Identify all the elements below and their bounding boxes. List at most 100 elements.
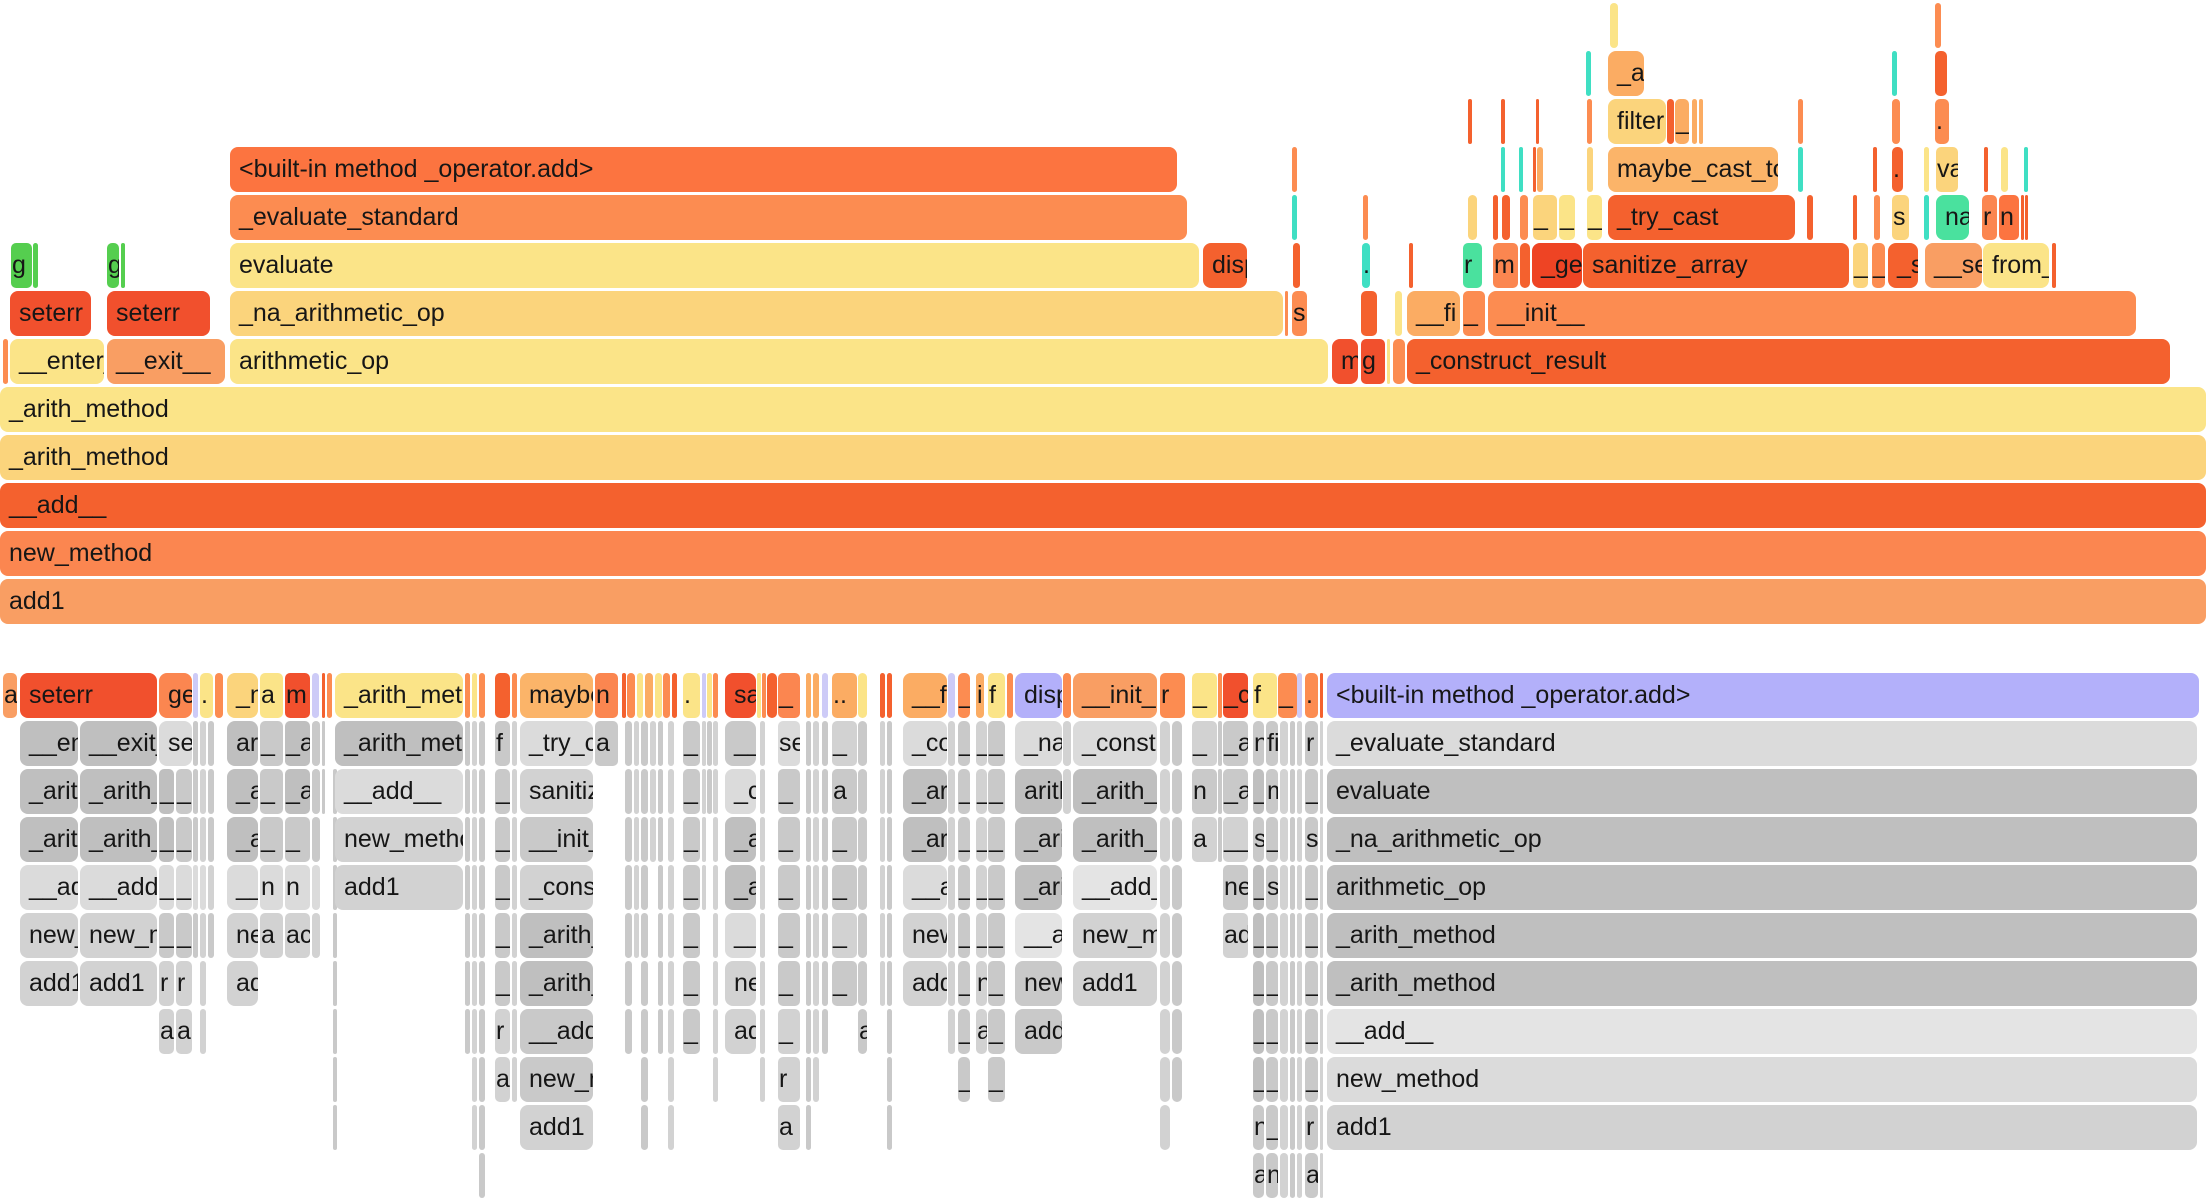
caller-frame-segment[interactable] [312,721,320,766]
frame-segment-_ge[interactable]: _ge [1532,243,1582,288]
caller-frame-segment[interactable] [887,961,892,1006]
caller-frame-segment[interactable] [880,913,885,958]
frame-segment[interactable] [2021,195,2024,240]
caller-frame-segment[interactable] [312,913,320,958]
caller-frame-segment[interactable]: ac [285,913,310,958]
caller-frame-segment[interactable]: add1 [725,1009,756,1054]
caller-frame-segment[interactable] [1172,913,1182,958]
caller-frame-segment[interactable]: _ [976,913,987,958]
caller-frame-segment[interactable] [634,913,639,958]
caller-frame-segment[interactable] [880,721,885,766]
caller-frame-segment[interactable] [707,721,712,766]
caller-frame-segment[interactable] [806,1009,811,1054]
frame-segment[interactable] [3,339,8,384]
frame-segment-evaluate[interactable]: evaluate [230,243,1199,288]
caller-frame-segment[interactable]: new_method [1015,961,1062,1006]
caller-frame-segment[interactable]: _ [495,961,510,1006]
caller-frame-segment[interactable] [465,1009,470,1054]
caller-frame-segment[interactable]: _ [159,865,174,910]
caller-frame-segment[interactable] [813,865,819,910]
caller-frame-segment[interactable] [200,769,206,814]
caller-frame-segment[interactable] [465,721,470,766]
caller-frame-segment[interactable]: add1 [227,961,258,1006]
caller-frame-segment[interactable]: a [976,1009,987,1054]
caller-frame-segment[interactable]: new_method [520,1057,593,1102]
caller-frame-segment[interactable]: _arith_method [335,721,463,766]
caller-frame-segment[interactable] [1172,721,1182,766]
frame-segment-g[interactable]: g [1361,339,1385,384]
frame-segment-filter[interactable]: filter [1608,99,1666,144]
caller-frame-segment[interactable] [707,769,712,814]
frame-segment[interactable] [2001,147,2008,192]
frame-segment[interactable] [1587,99,1592,144]
caller-frame-segment[interactable] [1320,913,1323,958]
caller-frame-segment[interactable]: __exit__ [80,721,157,766]
caller-frame-segment[interactable] [512,961,517,1006]
caller-frame-segment[interactable]: _construct_result [1073,721,1157,766]
caller-frame-segment[interactable]: a [1305,1153,1318,1198]
frame-segment-_[interactable]: _ [1853,243,1868,288]
caller-frame-segment[interactable] [193,865,198,910]
caller-frame-segment[interactable] [880,769,885,814]
caller-frame-segment[interactable]: _ [176,817,192,862]
caller-frame-segment[interactable] [887,817,892,862]
frame-segment-r[interactable]: r [1982,195,1997,240]
caller-frame-segment[interactable]: _arith_method [227,817,258,862]
caller-frame-segment[interactable] [208,721,214,766]
caller-frame-segment[interactable] [858,721,867,766]
frame-segment[interactable] [2025,195,2028,240]
caller-frame-segment[interactable] [1297,721,1302,766]
caller-frame-segment[interactable] [1290,961,1295,1006]
caller-frame-segment[interactable] [1063,721,1071,766]
caller-frame-segment[interactable]: _ [988,769,1005,814]
caller-frame-segment[interactable] [822,913,828,958]
caller-frame-segment[interactable]: _ [1253,961,1264,1006]
caller-frame-segment[interactable]: _ [260,721,283,766]
caller-frame-segment[interactable] [634,865,639,910]
caller-frame-segment[interactable]: _arith_method [1073,769,1157,814]
caller-frame-segment[interactable] [887,1105,892,1150]
frame-segment-from_[interactable]: from_ [1983,243,2049,288]
caller-frame-segment[interactable]: _ [988,1057,1005,1102]
caller-frame-segment[interactable]: _arith_method [20,817,78,862]
caller-frame-segment[interactable]: _ [778,769,800,814]
caller-frame-segment[interactable] [479,1009,485,1054]
caller-frame-segment[interactable]: _arith_method [227,769,258,814]
caller-frame-segment[interactable] [193,913,198,958]
caller-frame-segment[interactable]: _ [778,913,800,958]
leaf-frame-segment[interactable] [702,673,706,718]
caller-frame-segment[interactable] [702,865,706,910]
caller-frame-segment[interactable]: _ [1266,1009,1278,1054]
leaf-frame-segment[interactable] [472,673,477,718]
caller-frame-segment[interactable]: _ [683,817,700,862]
caller-frame-segment[interactable]: seterr [159,721,192,766]
caller-frame-segment[interactable]: seterr [778,721,800,766]
caller-frame-segment[interactable] [625,865,632,910]
caller-frame-segment[interactable]: _evaluate_standard [1327,721,2197,766]
frame-segment[interactable] [1537,147,1543,192]
caller-frame-segment[interactable] [1290,769,1295,814]
frame-segment[interactable] [1984,147,1988,192]
frame-segment-__enter__[interactable]: __enter__ [10,339,104,384]
caller-frame-segment[interactable] [822,865,828,910]
caller-frame-segment[interactable]: r [176,961,192,1006]
caller-frame-segment[interactable] [1172,1057,1182,1102]
caller-frame-segment[interactable] [479,913,485,958]
leaf-frame-segment-m[interactable]: m [285,673,310,718]
leaf-frame-segment[interactable] [627,673,635,718]
caller-frame-segment[interactable] [1320,769,1323,814]
caller-frame-segment[interactable]: a [832,769,857,814]
caller-frame-segment[interactable] [641,769,648,814]
frame-segment[interactable] [1873,147,1877,192]
caller-frame-segment[interactable] [208,865,214,910]
leaf-frame-segment-n[interactable]: n [595,673,618,718]
frame-segment[interactable] [1935,51,1947,96]
frame-segment-va[interactable]: va [1936,147,1958,192]
frame-segment-_a[interactable]: _a [1608,51,1644,96]
caller-frame-segment[interactable]: _ [683,913,700,958]
leaf-frame-segment-_[interactable]: _ [958,673,970,718]
caller-frame-segment[interactable] [668,1057,674,1102]
caller-frame-segment[interactable]: new_method [903,913,947,958]
caller-frame-segment[interactable] [1160,817,1170,862]
caller-frame-segment[interactable] [813,913,819,958]
